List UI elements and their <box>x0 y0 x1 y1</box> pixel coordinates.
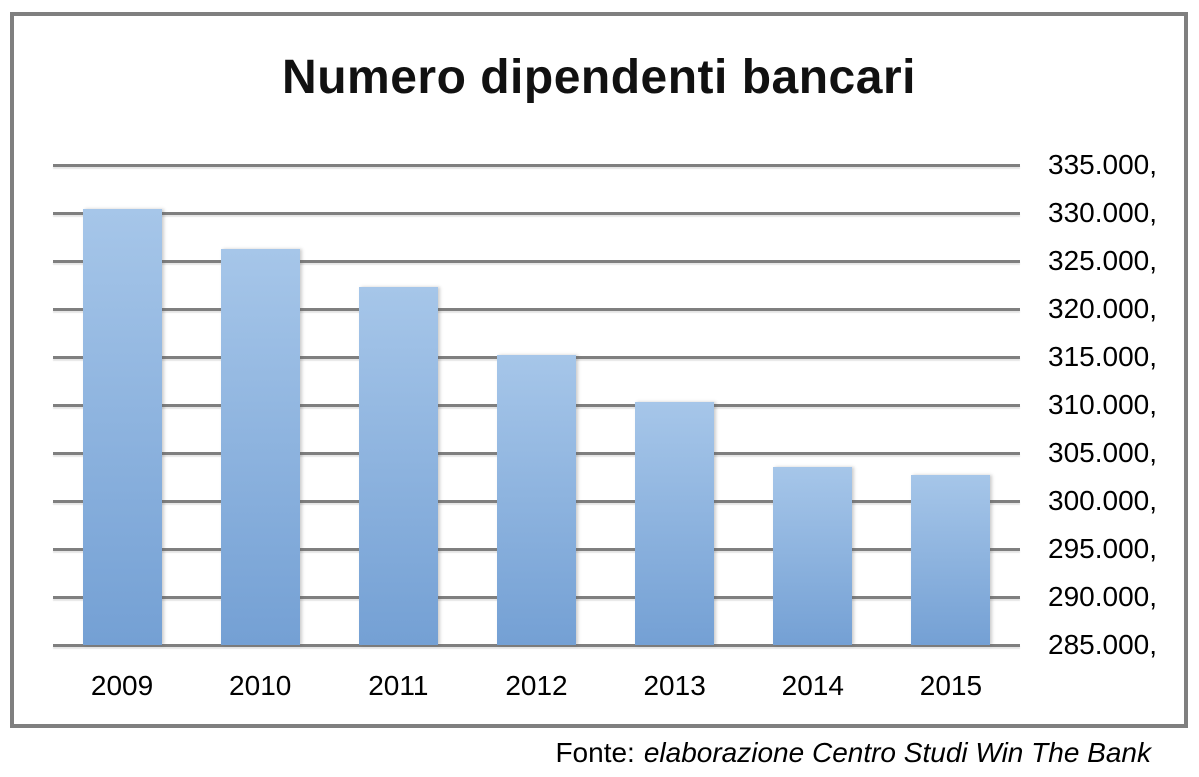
x-tick-label-2014: 2014 <box>781 670 844 701</box>
chart-title: Numero dipendenti bancari <box>282 51 916 104</box>
bar-2009 <box>82 209 162 645</box>
bar-2014 <box>773 467 853 645</box>
y-tick-label: 325.000, <box>1048 245 1157 276</box>
x-tick-label-2013: 2013 <box>643 670 706 701</box>
x-tick-label-2011: 2011 <box>368 670 429 701</box>
y-tick-label: 320.000, <box>1048 293 1157 324</box>
y-tick-label: 315.000, <box>1048 341 1157 372</box>
chart-frame <box>10 12 1188 728</box>
y-tick-label: 310.000, <box>1048 389 1157 420</box>
source-text: elaborazione Centro Studi Win The Bank <box>643 737 1151 768</box>
gridline <box>53 308 1020 311</box>
gridline <box>53 260 1020 263</box>
bar-2012 <box>497 355 576 645</box>
gridline <box>53 644 1020 647</box>
x-tick-label-2010: 2010 <box>229 670 292 701</box>
y-tick-label: 305.000, <box>1048 437 1157 468</box>
x-tick-label-2015: 2015 <box>919 670 983 701</box>
bar-2015 <box>911 475 991 645</box>
gridline <box>53 164 1020 167</box>
y-tick-label: 330.000, <box>1048 197 1157 228</box>
y-tick-label: 335.000, <box>1048 149 1157 180</box>
bar-2011 <box>358 286 438 645</box>
x-tick-label-2012: 2012 <box>505 670 568 701</box>
source-note: Fonte: elaborazione Centro Studi Win The … <box>555 737 1151 769</box>
y-tick-label: 300.000, <box>1048 485 1157 516</box>
bar-2010 <box>220 248 300 645</box>
gridline <box>53 212 1020 215</box>
source-prefix: Fonte: <box>555 737 635 768</box>
y-tick-label: 285.000, <box>1048 629 1157 660</box>
y-tick-label: 290.000, <box>1048 581 1157 612</box>
x-tick-label-2009: 2009 <box>90 670 154 701</box>
y-tick-label: 295.000, <box>1048 533 1157 564</box>
bar-2013 <box>635 402 715 645</box>
plot-area <box>53 164 1020 647</box>
